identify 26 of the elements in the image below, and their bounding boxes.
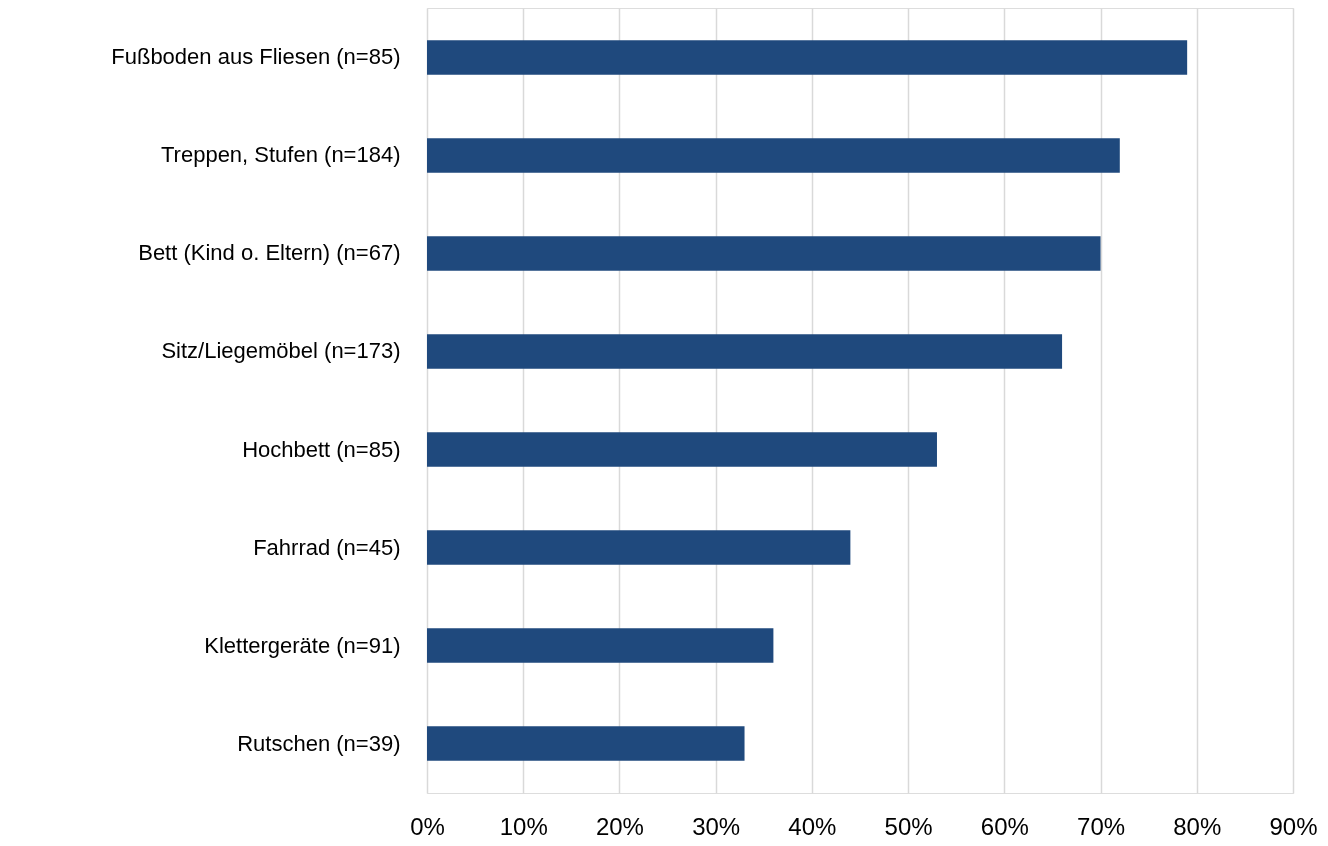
x-tick-label: 10% [499, 812, 548, 840]
bar [427, 726, 745, 761]
y-tick-label: Bett (Kind o. Eltern) (n=67) [138, 240, 401, 266]
x-tick-label: 40% [788, 812, 837, 840]
y-tick-label: Rutschen (n=39) [237, 730, 401, 756]
x-tick-label: 80% [1173, 812, 1222, 840]
x-tick-label: 20% [595, 812, 644, 840]
bar [427, 138, 1120, 173]
bar [427, 40, 1188, 75]
x-tick-label: 70% [1077, 812, 1126, 840]
x-tick-label: 50% [884, 812, 933, 840]
y-tick-label: Klettergeräte (n=91) [204, 632, 401, 658]
bar [427, 432, 937, 467]
x-tick-label: 60% [980, 812, 1029, 840]
y-tick-label: Fahrrad (n=45) [253, 534, 401, 560]
y-tick-label: Hochbett (n=85) [242, 436, 401, 462]
y-tick-label: Fußboden aus Fliesen (n=85) [111, 44, 401, 70]
x-tick-label: 0% [410, 812, 445, 840]
bar [427, 628, 774, 663]
y-tick-label: Treppen, Stufen (n=184) [160, 142, 401, 168]
bar [427, 236, 1101, 271]
y-tick-label: Sitz/Liegemöbel (n=173) [161, 338, 401, 364]
bar [427, 334, 1063, 369]
bar [427, 530, 851, 565]
x-tick-label: 90% [1269, 812, 1318, 840]
x-tick-label: 30% [692, 812, 741, 840]
